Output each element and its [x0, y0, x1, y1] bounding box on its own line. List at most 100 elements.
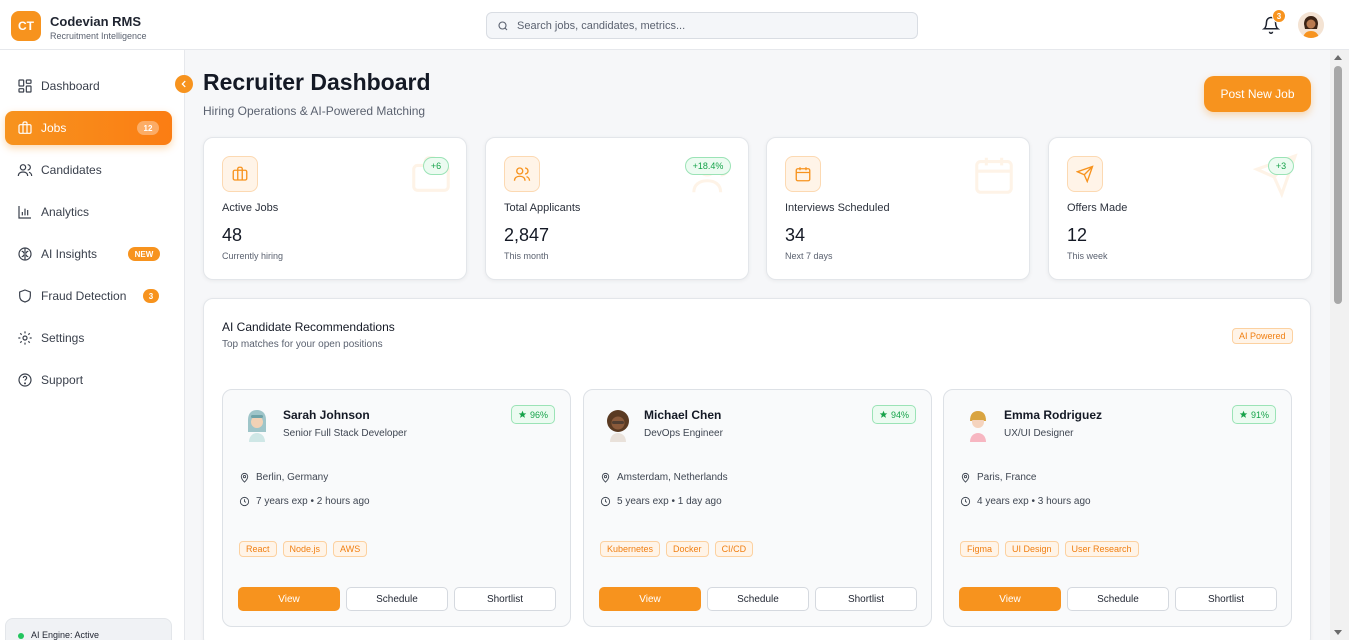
sidebar-item-label: Analytics — [41, 205, 90, 219]
experience-text: 7 years exp • 2 hours ago — [256, 496, 370, 507]
candidate-role: Senior Full Stack Developer — [283, 428, 407, 439]
clock-icon — [960, 496, 971, 507]
candidate-card[interactable]: Michael Chen DevOps Engineer 94% Amsterd… — [583, 389, 932, 627]
skill-tag: Node.js — [282, 541, 328, 557]
search-icon — [498, 21, 508, 31]
sidebar: Dashboard Jobs 12 Candidates Analytics A… — [0, 50, 185, 640]
ai-powered-badge: AI Powered — [1232, 328, 1293, 344]
users-icon — [17, 164, 33, 177]
scroll-up-arrow-icon[interactable] — [1334, 55, 1342, 60]
shield-icon — [19, 289, 31, 303]
stat-card-interviews-scheduled[interactable]: Interviews Scheduled 34 Next 7 days — [766, 137, 1030, 280]
experience-text: 5 years exp • 1 day ago — [617, 496, 722, 507]
stat-card-total-applicants[interactable]: +18.4% Total Applicants 2,847 This month — [485, 137, 749, 280]
stat-value: 12 — [1067, 225, 1088, 245]
change-badge: +6 — [423, 157, 449, 175]
candidate-card[interactable]: Emma Rodriguez UX/UI Designer 91% Paris,… — [943, 389, 1292, 627]
send-icon — [1076, 165, 1094, 183]
sidebar-item-settings[interactable]: Settings — [5, 321, 172, 355]
view-button[interactable]: View — [959, 587, 1061, 611]
post-new-job-button[interactable]: Post New Job — [1204, 76, 1311, 112]
user-avatar[interactable] — [1298, 12, 1324, 38]
sidebar-item-analytics[interactable]: Analytics — [5, 195, 172, 229]
schedule-button[interactable]: Schedule — [346, 587, 448, 611]
view-button[interactable]: View — [238, 587, 340, 611]
skill-tag: AWS — [333, 541, 368, 557]
skill-tag: Figma — [960, 541, 1000, 557]
shortlist-button[interactable]: Shortlist — [815, 587, 917, 611]
briefcase-icon — [232, 166, 248, 181]
chevron-left-icon — [181, 80, 186, 88]
location-text: Paris, France — [977, 472, 1037, 483]
shortlist-button[interactable]: Shortlist — [1175, 587, 1277, 611]
search-input[interactable] — [517, 17, 907, 35]
sidebar-item-label: Settings — [41, 331, 85, 345]
brand-logo[interactable]: CT — [11, 11, 41, 41]
briefcase-icon — [18, 121, 32, 134]
stat-note: This month — [504, 251, 549, 261]
candidate-name[interactable]: Michael Chen — [644, 408, 722, 422]
stat-label: Total Applicants — [504, 202, 581, 214]
clock-icon — [239, 496, 250, 507]
brain-icon — [18, 247, 32, 261]
stat-label: Interviews Scheduled — [785, 202, 890, 214]
candidate-card[interactable]: Sarah Johnson Senior Full Stack Develope… — [222, 389, 571, 627]
map-pin-icon — [961, 472, 970, 483]
page-scrollbar[interactable] — [1330, 50, 1349, 640]
candidate-location: Paris, France — [960, 472, 1036, 483]
card-actions: View Schedule Shortlist — [959, 587, 1277, 611]
schedule-button[interactable]: Schedule — [1067, 587, 1169, 611]
sidebar-item-ai-insights[interactable]: AI Insights NEW — [5, 237, 172, 271]
stat-icon-box — [504, 156, 540, 192]
schedule-button[interactable]: Schedule — [707, 587, 809, 611]
skill-tag: React — [239, 541, 277, 557]
sidebar-item-dashboard[interactable]: Dashboard — [5, 69, 172, 103]
star-icon — [879, 410, 888, 418]
candidate-avatar — [248, 410, 266, 442]
clock-icon — [600, 496, 611, 507]
jobs-count-badge: 12 — [137, 121, 159, 135]
sidebar-item-label: AI Insights — [41, 247, 98, 261]
stat-label: Active Jobs — [222, 202, 279, 214]
stat-icon-box — [785, 156, 821, 192]
gear-icon — [18, 331, 32, 345]
brand-subtitle: Recruitment Intelligence — [50, 31, 147, 41]
stat-card-active-jobs[interactable]: +6 Active Jobs 48 Currently hiring — [203, 137, 467, 280]
candidate-experience: 7 years exp • 2 hours ago — [239, 496, 370, 507]
bar-chart-icon — [18, 206, 31, 219]
scroll-down-arrow-icon[interactable] — [1334, 630, 1342, 635]
sidebar-item-label: Fraud Detection — [41, 289, 127, 303]
new-badge: NEW — [128, 247, 160, 261]
sidebar-item-candidates[interactable]: Candidates — [5, 153, 172, 187]
map-pin-icon — [240, 472, 249, 483]
skill-tag: CI/CD — [714, 541, 754, 557]
star-icon — [518, 410, 527, 418]
scroll-thumb[interactable] — [1334, 66, 1342, 304]
match-score: 94% — [891, 409, 910, 420]
sidebar-item-support[interactable]: Support — [5, 363, 172, 397]
stat-card-offers-made[interactable]: +3 Offers Made 12 This week — [1048, 137, 1312, 280]
skill-tag: User Research — [1064, 541, 1139, 557]
sidebar-collapse-button[interactable] — [175, 75, 193, 93]
sidebar-item-jobs[interactable]: Jobs 12 — [5, 111, 172, 145]
ai-engine-status: AI Engine: Active — [5, 618, 172, 640]
sidebar-item-label: Support — [41, 373, 84, 387]
match-score: 96% — [530, 409, 549, 420]
shortlist-button[interactable]: Shortlist — [454, 587, 556, 611]
grid-icon — [18, 79, 32, 93]
view-button[interactable]: View — [599, 587, 701, 611]
sidebar-item-label: Candidates — [41, 163, 102, 177]
calendar-icon — [795, 167, 811, 182]
match-score-badge: 91% — [1232, 405, 1277, 424]
bell-icon[interactable] — [1262, 16, 1280, 34]
stat-value: 2,847 — [504, 225, 550, 245]
candidate-location: Berlin, Germany — [239, 472, 328, 483]
top-bar: CT Codevian RMS Recruitment Intelligence… — [0, 0, 1349, 50]
candidate-name[interactable]: Sarah Johnson — [283, 408, 370, 422]
candidate-name[interactable]: Emma Rodriguez — [1004, 408, 1103, 422]
help-icon — [18, 373, 32, 387]
candidate-experience: 5 years exp • 1 day ago — [600, 496, 722, 507]
map-pin-icon — [601, 472, 610, 483]
sidebar-item-fraud-detection[interactable]: Fraud Detection 3 — [5, 279, 172, 313]
page-subtitle: Hiring Operations & AI-Powered Matching — [203, 104, 426, 118]
